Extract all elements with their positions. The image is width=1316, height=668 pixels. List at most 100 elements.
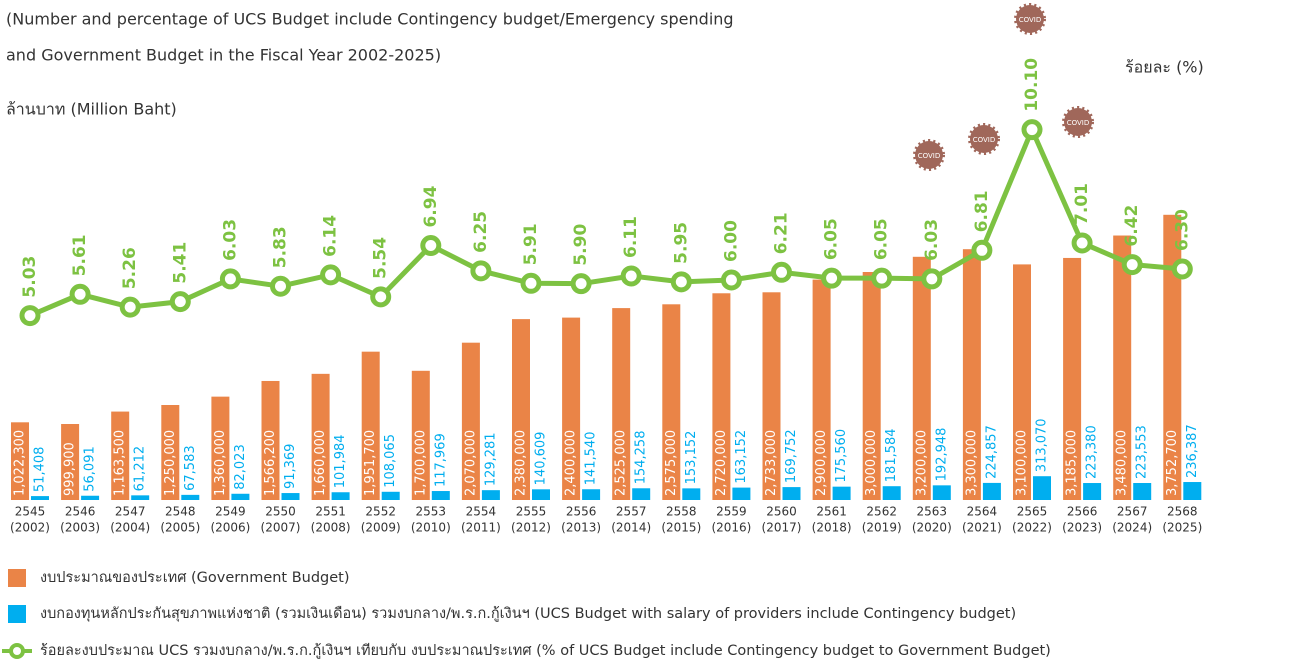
data-label: 10.10 <box>1022 58 1042 112</box>
bar <box>882 486 901 500</box>
chart-subtitle: and Government Budget in the Fiscal Year… <box>6 46 441 65</box>
bar <box>431 491 450 500</box>
data-label: 192,948 <box>934 428 949 482</box>
data-label: 2,070,000 <box>463 430 478 496</box>
data-label: 5.90 <box>571 224 591 266</box>
data-label: 3,000,000 <box>864 430 879 496</box>
point <box>921 268 943 290</box>
x-tick-label: (2004) <box>110 521 150 535</box>
bar <box>31 496 49 500</box>
data-label: 163,152 <box>734 430 749 484</box>
data-label: 3,480,000 <box>1115 430 1130 496</box>
bar <box>662 304 681 500</box>
data-label: 1,250,000 <box>163 430 178 496</box>
data-label: 223,553 <box>1135 425 1150 479</box>
bar <box>532 489 550 500</box>
bar <box>1133 483 1152 500</box>
x-tick-label: (2015) <box>661 521 701 535</box>
x-tick-label: (2007) <box>261 521 301 535</box>
data-label: 1,022,300 <box>13 430 28 496</box>
point <box>19 305 41 327</box>
bar <box>1163 214 1182 500</box>
bar <box>1013 264 1031 500</box>
bar <box>1063 257 1082 500</box>
data-label: 56,091 <box>83 446 98 492</box>
data-label: 6.81 <box>972 190 992 232</box>
data-label: 2,733,000 <box>764 430 779 496</box>
data-label: 67,583 <box>183 445 198 491</box>
legend-label: งบกองทุนหลักประกันสุขภาพแห่งชาติ (รวมเงิ… <box>40 605 1016 622</box>
bar <box>712 293 731 500</box>
data-label: 1,951,700 <box>363 430 378 496</box>
data-label: 5.83 <box>271 226 291 268</box>
x-tick-label: 2563 <box>917 505 948 519</box>
data-label: 169,752 <box>784 429 799 483</box>
x-tick-label: 2551 <box>315 505 346 519</box>
data-label: 3,200,000 <box>914 430 929 496</box>
data-label: 313,070 <box>1035 418 1050 472</box>
point <box>370 286 392 308</box>
data-label: 5.91 <box>521 223 541 265</box>
bar <box>812 279 831 500</box>
legend-swatch <box>8 569 26 587</box>
point <box>470 260 492 282</box>
point <box>169 291 191 313</box>
bar <box>932 485 951 500</box>
x-tick-label: (2024) <box>1112 521 1152 535</box>
bar <box>61 424 80 500</box>
data-label: 153,152 <box>684 431 699 485</box>
bar <box>311 373 330 500</box>
bar <box>832 486 851 500</box>
x-tick-label: (2008) <box>311 521 351 535</box>
bar <box>381 491 400 500</box>
covid-icon: COVID <box>968 123 1000 155</box>
data-label: 5.41 <box>170 242 190 284</box>
bar <box>862 272 881 500</box>
data-label: 5.03 <box>20 256 40 298</box>
data-label: 129,281 <box>483 432 498 486</box>
point <box>219 268 241 290</box>
data-label: 141,540 <box>584 431 599 485</box>
data-label: 91,369 <box>283 444 298 490</box>
data-label: 6.00 <box>721 220 741 262</box>
data-label: 117,969 <box>433 433 448 487</box>
data-label: 6.94 <box>421 185 441 227</box>
bar <box>81 495 100 500</box>
covid-icon: COVID <box>1014 3 1046 35</box>
x-tick-label: (2021) <box>962 521 1002 535</box>
bar <box>11 422 29 500</box>
x-tick-label: 2567 <box>1117 505 1148 519</box>
chart-title: (Number and percentage of UCS Budget inc… <box>6 10 734 29</box>
point <box>670 271 692 293</box>
data-label: 181,584 <box>884 428 899 482</box>
data-label: 3,185,000 <box>1065 430 1080 496</box>
x-tick-label: (2023) <box>1062 521 1102 535</box>
data-label: 6.05 <box>872 218 892 260</box>
x-tick-label: (2019) <box>862 521 902 535</box>
data-label: 1,360,000 <box>213 430 228 496</box>
data-label: 6.03 <box>922 219 942 261</box>
x-tick-label: 2565 <box>1017 505 1048 519</box>
bar <box>211 396 230 500</box>
x-tick-label: (2025) <box>1162 521 1202 535</box>
x-tick-label: 2549 <box>215 505 246 519</box>
x-tick-label: 2555 <box>516 505 547 519</box>
data-label: 5.95 <box>671 222 691 264</box>
x-tick-label: 2566 <box>1067 505 1098 519</box>
bar <box>512 319 530 500</box>
x-tick-label: (2006) <box>210 521 250 535</box>
bar <box>361 351 380 500</box>
data-label: 7.01 <box>1072 183 1092 225</box>
x-tick-label: 2548 <box>165 505 196 519</box>
x-tick-label: 2553 <box>416 505 447 519</box>
x-tick-label: 2546 <box>65 505 96 519</box>
data-label: 3,100,000 <box>1015 430 1030 496</box>
data-label: 6.03 <box>220 219 240 261</box>
covid-icon: COVID <box>913 139 945 171</box>
point <box>1071 232 1093 254</box>
bar <box>782 487 801 500</box>
bar <box>1083 483 1102 500</box>
x-tick-label: 2559 <box>716 505 747 519</box>
data-label: 175,560 <box>834 429 849 483</box>
